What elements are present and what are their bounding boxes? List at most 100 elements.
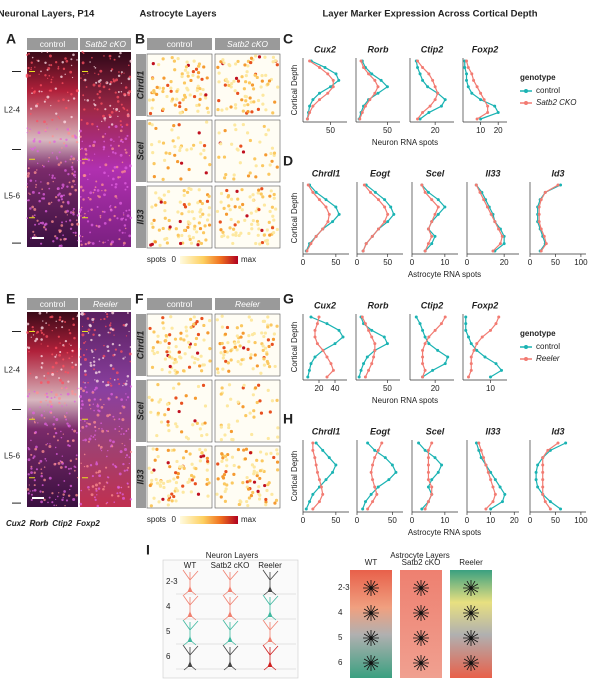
cell <box>64 465 68 469</box>
cell <box>32 334 35 336</box>
cell <box>65 220 68 223</box>
profile-point <box>367 368 371 372</box>
spot <box>155 481 160 485</box>
cell <box>60 430 62 433</box>
spot <box>173 153 177 157</box>
spot <box>198 447 202 452</box>
cell <box>34 375 38 379</box>
cell <box>34 421 36 424</box>
cell <box>61 183 65 187</box>
cell <box>59 138 61 140</box>
spot <box>269 151 273 156</box>
row-label-box <box>136 54 146 116</box>
cell <box>125 393 127 395</box>
spot <box>174 344 178 349</box>
spot <box>259 371 263 375</box>
colorbar <box>180 256 238 264</box>
spot <box>223 332 228 336</box>
cell <box>26 174 30 178</box>
spot <box>237 465 241 469</box>
cell <box>26 53 29 56</box>
spot <box>249 100 253 104</box>
profile-point <box>421 362 425 366</box>
spot <box>264 153 268 157</box>
spot <box>193 482 197 486</box>
spot <box>198 86 202 91</box>
cell <box>54 235 57 238</box>
spot <box>251 198 255 202</box>
spot <box>154 477 158 482</box>
spot <box>188 221 192 225</box>
cell <box>100 422 103 425</box>
spot <box>197 221 201 225</box>
spot <box>172 124 176 128</box>
cell <box>44 422 47 426</box>
spot <box>180 233 184 238</box>
spot <box>217 131 221 135</box>
spot <box>265 228 269 232</box>
spot <box>264 133 268 137</box>
x-tick-label: 50 <box>551 258 560 267</box>
spot <box>248 171 252 175</box>
cell <box>128 164 132 168</box>
spot <box>176 471 180 476</box>
spot <box>234 106 238 110</box>
profile-line <box>475 184 505 252</box>
profile-point <box>534 470 538 474</box>
cell <box>117 176 120 179</box>
cell <box>63 237 66 241</box>
cell <box>87 241 91 245</box>
spot <box>252 409 256 413</box>
spot <box>181 456 186 460</box>
spot <box>197 131 201 135</box>
cell <box>93 99 95 101</box>
cell <box>111 342 115 346</box>
spot <box>270 342 274 346</box>
cell <box>70 93 73 96</box>
profile-point <box>337 212 341 216</box>
cell <box>34 223 37 226</box>
spot <box>151 349 155 353</box>
profile-point <box>489 328 492 332</box>
cell <box>103 140 106 143</box>
spot <box>271 214 275 218</box>
cell <box>81 426 85 429</box>
column-label: Satb2 cKO <box>211 561 250 570</box>
spot <box>190 355 194 359</box>
spot <box>184 325 188 329</box>
x-tick-label: 10 <box>486 516 495 525</box>
spot <box>207 481 211 485</box>
spot <box>262 357 266 361</box>
profile-point <box>371 500 375 504</box>
spot <box>243 63 247 67</box>
spot <box>198 226 203 231</box>
profile-point <box>465 72 469 76</box>
spot <box>187 202 191 206</box>
cell <box>38 191 41 195</box>
spot <box>266 325 270 329</box>
cell <box>40 413 43 416</box>
profile-point <box>469 342 473 346</box>
spot <box>262 124 266 129</box>
spot <box>221 456 225 460</box>
profile-point <box>426 470 430 474</box>
x-tick-label: 0 <box>301 516 306 525</box>
spot <box>200 77 204 81</box>
cell <box>74 231 77 235</box>
cell <box>119 450 123 454</box>
cell <box>89 231 92 234</box>
y-axis-label: Cortical Depth <box>290 193 299 244</box>
spot <box>168 364 172 369</box>
cell <box>68 181 71 184</box>
spot <box>219 392 223 396</box>
profile-point <box>420 507 424 511</box>
x-tick-label: 0 <box>465 258 470 267</box>
profile-point <box>428 104 432 108</box>
spot <box>232 472 236 476</box>
spot <box>173 337 178 341</box>
tile <box>146 185 213 249</box>
spot <box>206 331 210 335</box>
spot <box>260 74 264 78</box>
spot <box>216 65 220 69</box>
spot <box>205 433 209 437</box>
